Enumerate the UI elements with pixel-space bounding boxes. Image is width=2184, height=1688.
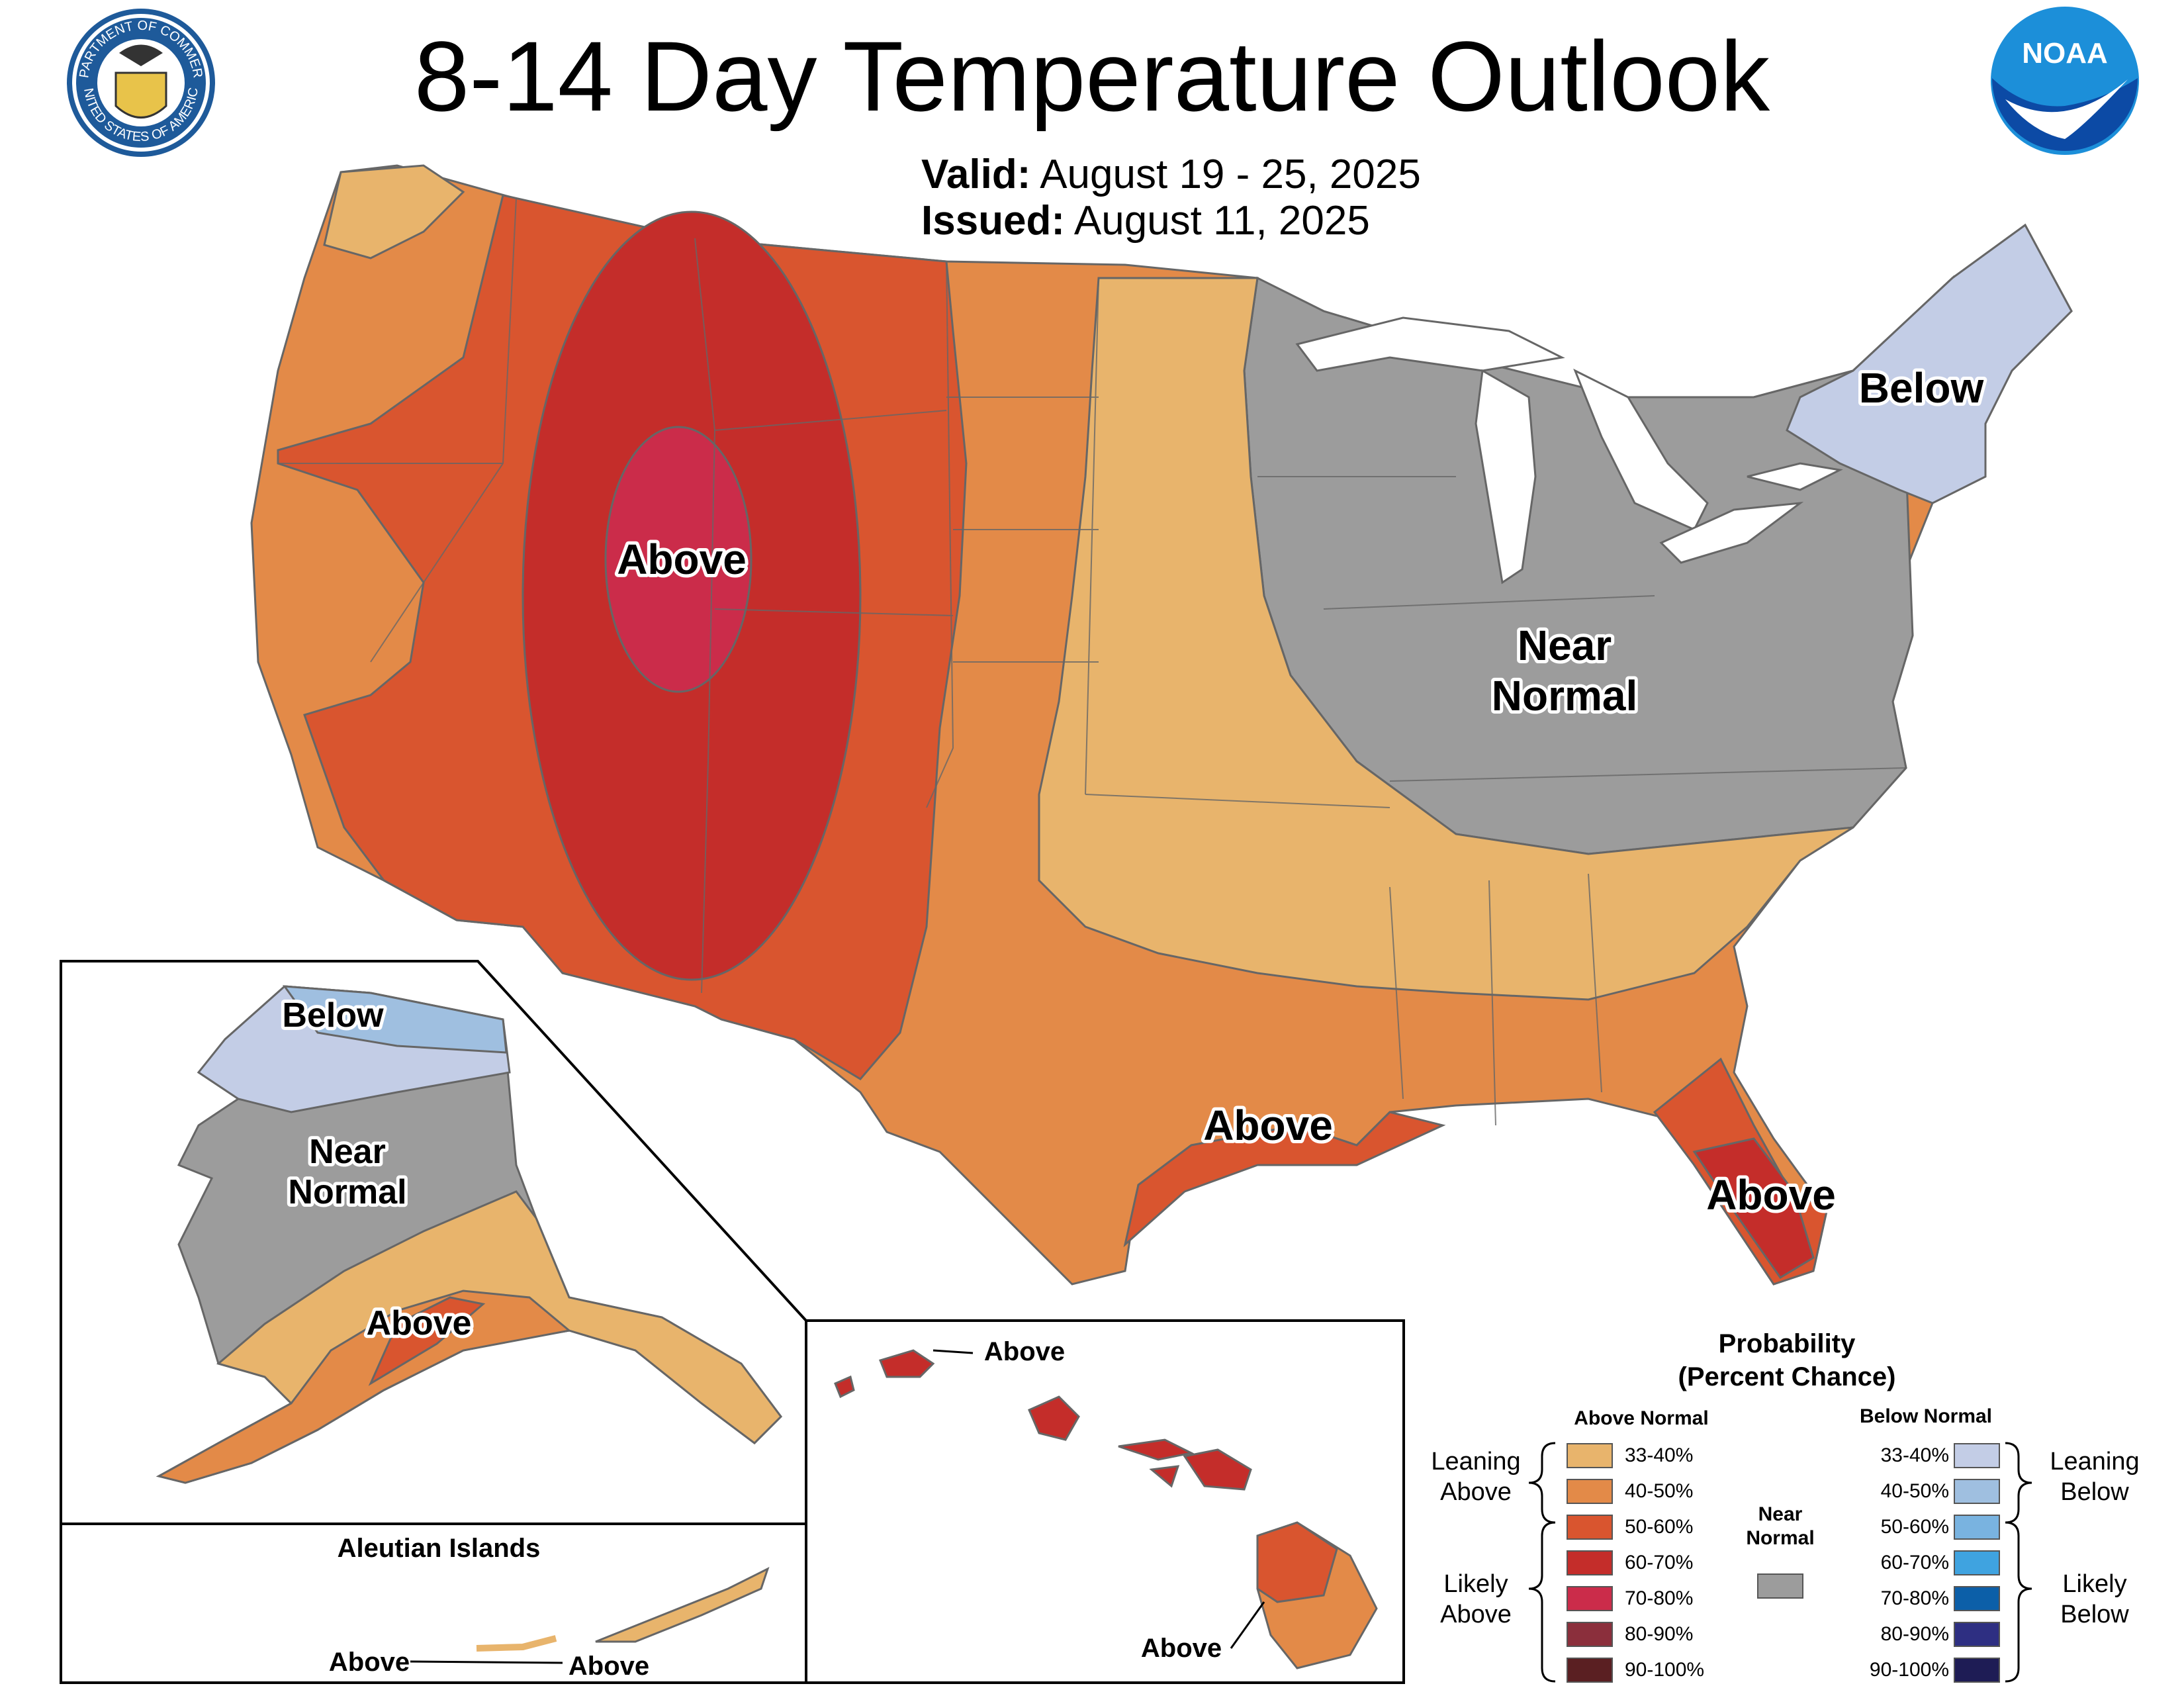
label-west-above: Above bbox=[617, 536, 747, 583]
legend-above-swatch-3 bbox=[1567, 1550, 1613, 1575]
hawaii-label-top: Above bbox=[984, 1337, 1065, 1366]
legend-near-head-2: Normal bbox=[1746, 1527, 1815, 1549]
legend-braces bbox=[1528, 1442, 2032, 1683]
aleutian-label-left: Above bbox=[329, 1648, 410, 1677]
legend-title-1: Probability bbox=[1718, 1329, 1856, 1358]
legend-likely-below-1: Likely bbox=[2062, 1570, 2127, 1598]
legend-above-swatch-2 bbox=[1567, 1515, 1613, 1540]
legend-near-head: Near Normal bbox=[1721, 1503, 1840, 1550]
label-near-normal-2: Normal bbox=[1492, 672, 1638, 720]
legend-title: Probability (Percent Chance) bbox=[1668, 1327, 1906, 1393]
legend-above-range-0: 33-40% bbox=[1625, 1444, 1694, 1466]
legend-leaning-below-1: Leaning bbox=[2050, 1448, 2140, 1476]
legend-below-swatch-4 bbox=[1954, 1586, 2000, 1611]
legend-above-head: Above Normal bbox=[1574, 1407, 1709, 1429]
legend-below-range-2: 50-60% bbox=[1880, 1516, 1949, 1538]
legend-above-swatch-0 bbox=[1567, 1443, 1613, 1468]
aleutian-inset: Aleutian Islands Above Above bbox=[60, 1523, 807, 1684]
legend-likely-above: Likely Above bbox=[1416, 1569, 1535, 1630]
legend-likely-above-2: Above bbox=[1440, 1601, 1512, 1628]
noaa-logo-icon: NOAA bbox=[1991, 7, 2139, 155]
issued-label: Issued: bbox=[921, 198, 1066, 244]
hawaii-label-bottom: Above bbox=[1141, 1634, 1222, 1663]
ak-label-below: Below bbox=[282, 996, 384, 1035]
label-florida-above: Above bbox=[1706, 1171, 1836, 1219]
hawaii-inset: Above Above bbox=[805, 1319, 1405, 1684]
legend-below-swatch-5 bbox=[1954, 1622, 2000, 1647]
page-title: 8-14 Day Temperature Outlook bbox=[414, 21, 1770, 132]
commerce-seal-icon: DEPARTMENT OF COMMERCE UNITED STATES OF … bbox=[0, 0, 215, 157]
aleutian-label-right: Above bbox=[569, 1652, 649, 1681]
legend-above-range-3: 60-70% bbox=[1625, 1552, 1694, 1573]
legend-above-range-2: 50-60% bbox=[1625, 1516, 1694, 1538]
legend-below-range-4: 70-80% bbox=[1880, 1587, 1949, 1609]
label-northeast-below: Below bbox=[1859, 364, 1984, 412]
legend-below-swatch-3 bbox=[1954, 1550, 2000, 1575]
legend-below-swatch-2 bbox=[1954, 1515, 2000, 1540]
legend-likely-above-1: Likely bbox=[1443, 1570, 1508, 1598]
noaa-text: NOAA bbox=[2022, 37, 2108, 70]
label-near-normal-1: Near bbox=[1518, 622, 1612, 669]
alaska-inset: Below Near Normal Above bbox=[60, 960, 807, 1525]
legend-below-swatch-1 bbox=[1954, 1479, 2000, 1504]
legend-below-swatch-6 bbox=[1954, 1658, 2000, 1683]
label-gulf-above: Above bbox=[1203, 1102, 1333, 1149]
legend-above-swatch-4 bbox=[1567, 1586, 1613, 1611]
legend-below-swatch-0 bbox=[1954, 1443, 2000, 1468]
legend-below-range-5: 80-90% bbox=[1880, 1623, 1949, 1645]
valid-value: August 19 - 25, 2025 bbox=[1040, 152, 1421, 197]
aleutian-title: Aleutian Islands bbox=[338, 1534, 541, 1563]
legend-leaning-above-2: Above bbox=[1440, 1478, 1512, 1506]
legend-below-range-1: 40-50% bbox=[1880, 1480, 1949, 1502]
issued-value: August 11, 2025 bbox=[1073, 198, 1370, 244]
legend-below-range-0: 33-40% bbox=[1880, 1444, 1949, 1466]
legend-leaning-below-2: Below bbox=[2060, 1478, 2129, 1506]
legend-near-swatch bbox=[1757, 1573, 1803, 1599]
legend-leaning-above-1: Leaning bbox=[1431, 1448, 1521, 1476]
ak-label-near-1: Near bbox=[309, 1133, 386, 1171]
valid-line: Valid: August 19 - 25, 2025 bbox=[921, 151, 1421, 199]
legend-leaning-above: Leaning Above bbox=[1416, 1446, 1535, 1507]
legend-below-head: Below Normal bbox=[1859, 1405, 1993, 1427]
legend-title-2: (Percent Chance) bbox=[1678, 1362, 1896, 1391]
conus-map: Above Below Near Normal Above Above bbox=[250, 164, 2073, 1286]
ak-label-above: Above bbox=[367, 1304, 472, 1342]
legend-above-swatch-1 bbox=[1567, 1479, 1613, 1504]
legend-above-range-1: 40-50% bbox=[1625, 1480, 1694, 1502]
legend-below-range-6: 90-100% bbox=[1869, 1659, 1949, 1681]
issued-line: Issued: August 11, 2025 bbox=[921, 197, 1370, 245]
legend-likely-below-2: Below bbox=[2060, 1601, 2129, 1628]
legend-above-range-6: 90-100% bbox=[1625, 1659, 1705, 1681]
legend-above-range-4: 70-80% bbox=[1625, 1587, 1694, 1609]
legend-above-range-5: 80-90% bbox=[1625, 1623, 1694, 1645]
legend-above-swatch-6 bbox=[1567, 1658, 1613, 1683]
legend-likely-below: Likely Below bbox=[2035, 1569, 2154, 1630]
legend-below-range-3: 60-70% bbox=[1880, 1552, 1949, 1573]
valid-label: Valid: bbox=[921, 152, 1031, 197]
ak-label-near-2: Normal bbox=[288, 1173, 406, 1211]
legend-above-swatch-5 bbox=[1567, 1622, 1613, 1647]
legend-leaning-below: Leaning Below bbox=[2035, 1446, 2154, 1507]
legend-near-head-1: Near bbox=[1758, 1503, 1803, 1525]
